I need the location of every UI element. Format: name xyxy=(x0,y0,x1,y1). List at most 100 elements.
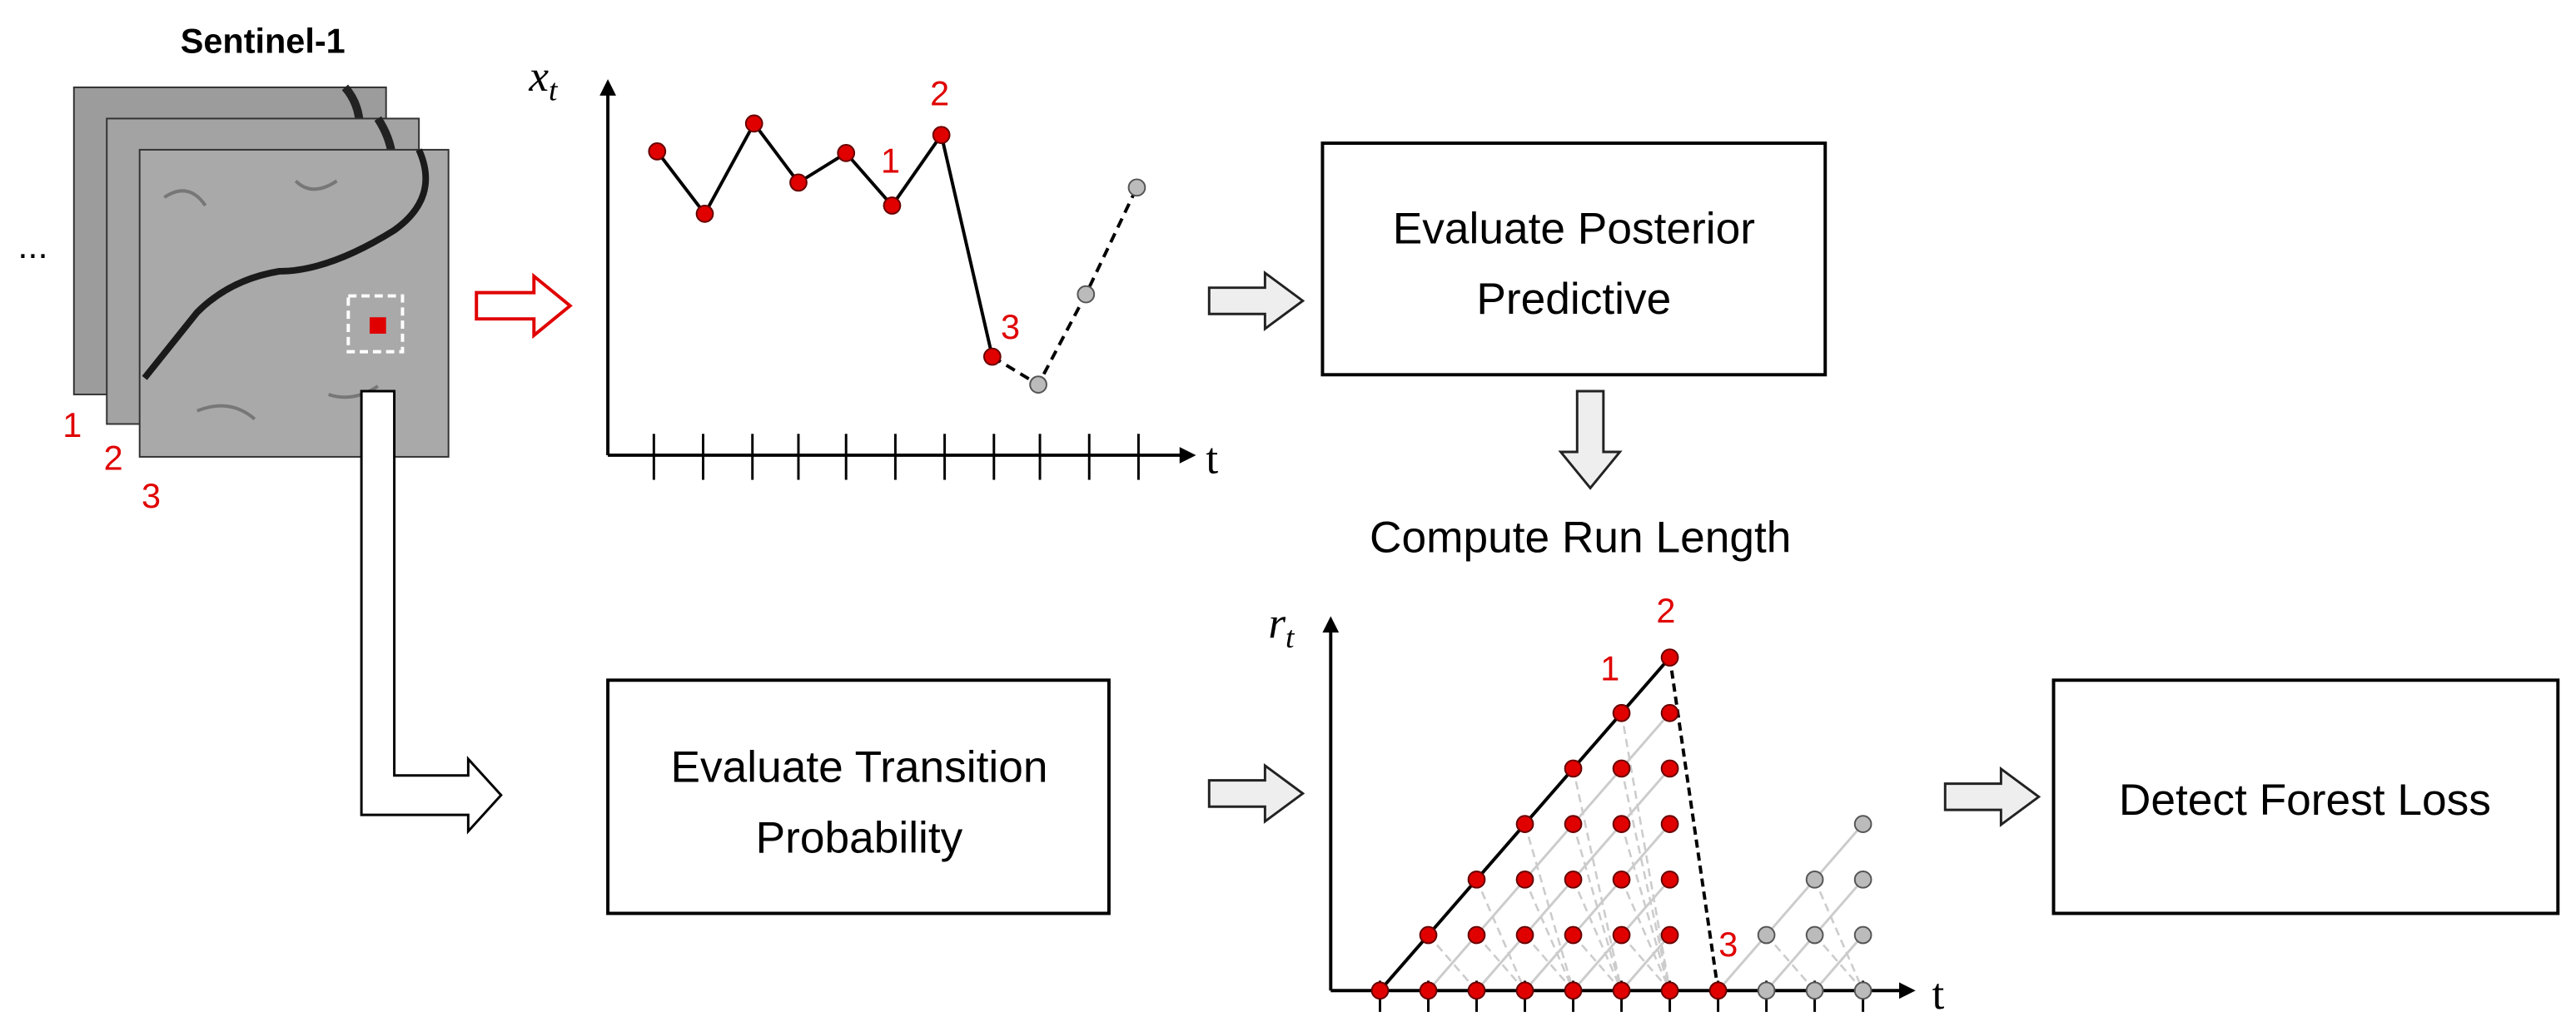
annotation: 2 xyxy=(930,74,949,113)
point xyxy=(789,173,808,192)
point xyxy=(1853,981,1872,1000)
point xyxy=(1612,815,1631,833)
box-text: Evaluate Transition xyxy=(670,743,1047,792)
point xyxy=(1660,925,1679,945)
frame-label: 2 xyxy=(104,439,123,478)
point xyxy=(1370,981,1390,1000)
point xyxy=(1564,981,1583,1000)
annotation: 2 xyxy=(1656,591,1675,630)
transition-line xyxy=(1620,879,1671,991)
point xyxy=(1077,285,1096,304)
symbol: x xyxy=(528,52,549,101)
point xyxy=(695,205,714,223)
point xyxy=(1515,870,1534,889)
pixel-window xyxy=(346,294,405,354)
point xyxy=(1660,981,1679,1000)
frame-label: 1 xyxy=(62,405,82,444)
point xyxy=(1612,925,1631,945)
arrow xyxy=(1943,766,2041,827)
point xyxy=(1029,375,1047,394)
arrow xyxy=(1207,270,1305,331)
point xyxy=(1419,981,1438,1000)
transition-line xyxy=(1572,879,1623,991)
growth-line xyxy=(1427,712,1671,992)
annotation: 3 xyxy=(1001,307,1020,346)
growth-line xyxy=(1717,823,1864,992)
river xyxy=(142,148,430,380)
point xyxy=(1660,648,1679,667)
gray-arrows xyxy=(1207,270,2041,827)
red-arrow xyxy=(475,272,573,340)
growth-line xyxy=(1620,934,1671,992)
box xyxy=(2051,678,2560,915)
series-line xyxy=(655,120,994,357)
axis-label: rt xyxy=(1268,598,1295,655)
point xyxy=(1564,815,1583,833)
point xyxy=(744,114,763,133)
point xyxy=(883,196,902,215)
point xyxy=(1564,870,1583,889)
growth-line xyxy=(1524,823,1671,992)
forecast-line xyxy=(991,186,1139,387)
point xyxy=(1612,759,1631,778)
point xyxy=(837,144,856,162)
point xyxy=(1708,981,1728,1000)
point xyxy=(1853,815,1872,833)
point xyxy=(1467,981,1486,1000)
symbol: r xyxy=(1268,598,1286,647)
point xyxy=(1805,870,1824,889)
transition-line xyxy=(1813,879,1864,991)
texture xyxy=(163,179,379,421)
pixel xyxy=(369,317,386,334)
axis-label: xt xyxy=(528,52,559,108)
annotation: 1 xyxy=(1600,648,1619,687)
point xyxy=(1853,925,1872,945)
satellite-stack: Sentinel-1 ... 1 2 3 xyxy=(17,22,450,515)
point xyxy=(1660,815,1679,833)
point xyxy=(1467,925,1486,945)
box-text: Evaluate Posterior xyxy=(1393,204,1755,253)
point xyxy=(1757,925,1776,945)
point xyxy=(1853,870,1872,889)
annotation: 3 xyxy=(1718,925,1738,964)
arrow xyxy=(1207,762,1305,824)
point xyxy=(1805,981,1824,1000)
arrow xyxy=(1558,389,1623,490)
box-text: Predictive xyxy=(1476,275,1671,324)
box-text: Probability xyxy=(756,813,963,862)
caption: Compute Run Length xyxy=(1370,513,1791,562)
transition-line xyxy=(1572,768,1623,991)
point xyxy=(648,142,667,161)
point xyxy=(1805,925,1824,945)
point xyxy=(1467,870,1486,889)
transition-line xyxy=(1475,879,1526,991)
satellite-title: Sentinel-1 xyxy=(181,22,346,61)
subscript: t xyxy=(549,74,559,108)
point xyxy=(1660,703,1679,722)
arrowhead xyxy=(1322,616,1340,633)
point xyxy=(1515,925,1534,945)
transition-line xyxy=(1524,879,1574,991)
point xyxy=(932,126,951,145)
arrowhead xyxy=(599,79,616,96)
box xyxy=(1320,141,1828,377)
point xyxy=(1612,981,1631,1000)
point xyxy=(1127,178,1146,197)
point xyxy=(982,347,1002,366)
point xyxy=(1515,815,1534,833)
point xyxy=(1515,981,1534,1000)
point xyxy=(1564,925,1583,945)
arrowhead xyxy=(1179,447,1196,464)
point xyxy=(1660,870,1679,889)
growth-line xyxy=(1813,934,1864,992)
point xyxy=(1564,759,1583,778)
arrowhead xyxy=(1899,982,1916,1000)
subscript: t xyxy=(1286,621,1295,655)
point xyxy=(1757,981,1776,1000)
bent-arrow xyxy=(360,389,503,835)
point xyxy=(1419,925,1438,945)
ellipsis: ... xyxy=(17,226,47,266)
axis-label: t xyxy=(1932,970,1945,1019)
